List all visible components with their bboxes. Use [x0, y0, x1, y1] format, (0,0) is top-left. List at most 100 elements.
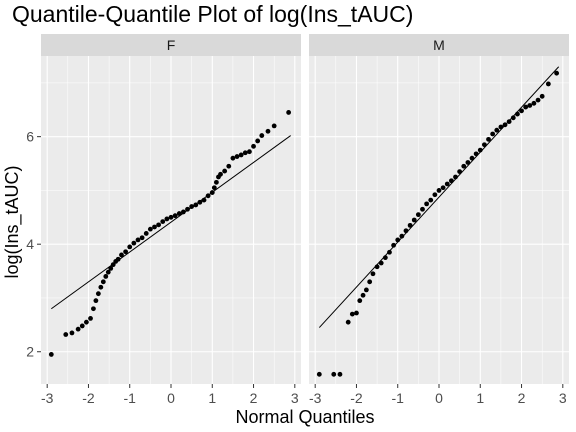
data-point [79, 323, 85, 329]
data-point [189, 204, 195, 209]
x-tick-label: 2 [250, 390, 258, 406]
data-point [436, 188, 442, 193]
data-point [461, 163, 467, 169]
facet-strip [309, 34, 569, 56]
data-point [535, 97, 541, 103]
data-point [387, 249, 392, 255]
data-point [63, 332, 69, 337]
data-point [172, 213, 178, 219]
facet-strip-label: M [433, 37, 445, 53]
data-point [286, 110, 292, 115]
data-point [506, 119, 512, 124]
x-axis-title: Normal Quantiles [235, 407, 374, 427]
data-point [424, 201, 430, 207]
data-point [494, 127, 500, 133]
data-point [545, 81, 551, 87]
data-point [209, 190, 215, 195]
x-tick-label: 3 [559, 390, 567, 406]
data-point [395, 237, 401, 243]
x-tick-label: -1 [124, 390, 137, 406]
qq-reference-line [51, 135, 291, 310]
data-point [139, 235, 145, 241]
x-tick-label: 1 [476, 390, 484, 406]
data-point [211, 185, 217, 191]
data-point [226, 163, 232, 169]
data-point [242, 150, 248, 156]
data-point [411, 217, 417, 223]
data-point [205, 193, 211, 199]
data-point [444, 181, 450, 187]
data-point [440, 185, 446, 191]
data-point [218, 171, 223, 177]
data-point [473, 151, 479, 157]
data-point [519, 108, 524, 114]
data-point [108, 265, 114, 271]
data-point [407, 222, 413, 228]
y-tick-label: 2 [26, 344, 34, 360]
data-point [69, 330, 75, 336]
data-point [523, 104, 529, 110]
data-point [515, 111, 520, 117]
y-axis-title: log(Ins_tAUC) [2, 165, 23, 278]
data-point [230, 155, 236, 161]
data-point [238, 152, 244, 158]
data-point [378, 260, 384, 266]
qq-reference-line [318, 66, 560, 328]
data-point [168, 214, 174, 220]
data-point [457, 169, 463, 175]
data-point [143, 231, 149, 236]
data-point [135, 237, 141, 243]
data-point [176, 211, 182, 216]
data-point [127, 244, 133, 250]
data-point [428, 197, 434, 203]
data-point [180, 209, 186, 215]
data-point [160, 219, 166, 225]
data-point [481, 142, 487, 148]
data-point [147, 226, 153, 232]
facet-panel-M: M [309, 34, 569, 384]
x-tick-label: 3 [291, 390, 299, 406]
data-point [420, 206, 425, 212]
y-tick-label: 6 [26, 129, 34, 145]
data-point [370, 271, 376, 277]
data-point [234, 154, 240, 159]
x-tick-label: 1 [208, 390, 216, 406]
x-tick-label: -3 [309, 390, 322, 406]
y-axis: 2 4 6 [26, 129, 41, 360]
x-tick-label: 2 [518, 390, 526, 406]
x-axis: -3 -2 -1 0 1 2 3 -3 -2 -1 0 1 2 3 [41, 384, 567, 406]
x-tick-label: -2 [82, 390, 95, 406]
data-point [185, 206, 190, 212]
data-point [88, 316, 93, 321]
data-point [382, 255, 388, 261]
data-point [247, 149, 252, 155]
data-point [374, 264, 380, 270]
data-point [103, 274, 109, 279]
data-point [432, 192, 438, 198]
x-tick-label: 0 [167, 390, 175, 406]
chart-title: Quantile-Quantile Plot of log(Ins_tAUC) [12, 1, 413, 27]
data-point [448, 178, 454, 184]
x-tick-label: -3 [41, 390, 54, 406]
data-point [197, 199, 203, 205]
data-point [93, 298, 99, 304]
data-point [477, 147, 483, 153]
data-point [100, 279, 106, 285]
data-point [354, 310, 359, 316]
data-point [367, 279, 373, 285]
data-point [363, 287, 369, 293]
data-point [123, 249, 129, 255]
x-tick-label: 0 [435, 390, 443, 406]
data-point [251, 143, 256, 149]
data-point [399, 233, 405, 239]
data-point [316, 371, 322, 377]
data-point [490, 131, 496, 137]
data-point [345, 319, 351, 325]
data-point [391, 242, 397, 248]
data-point [213, 179, 219, 185]
data-point [271, 123, 277, 129]
data-point [469, 155, 475, 161]
